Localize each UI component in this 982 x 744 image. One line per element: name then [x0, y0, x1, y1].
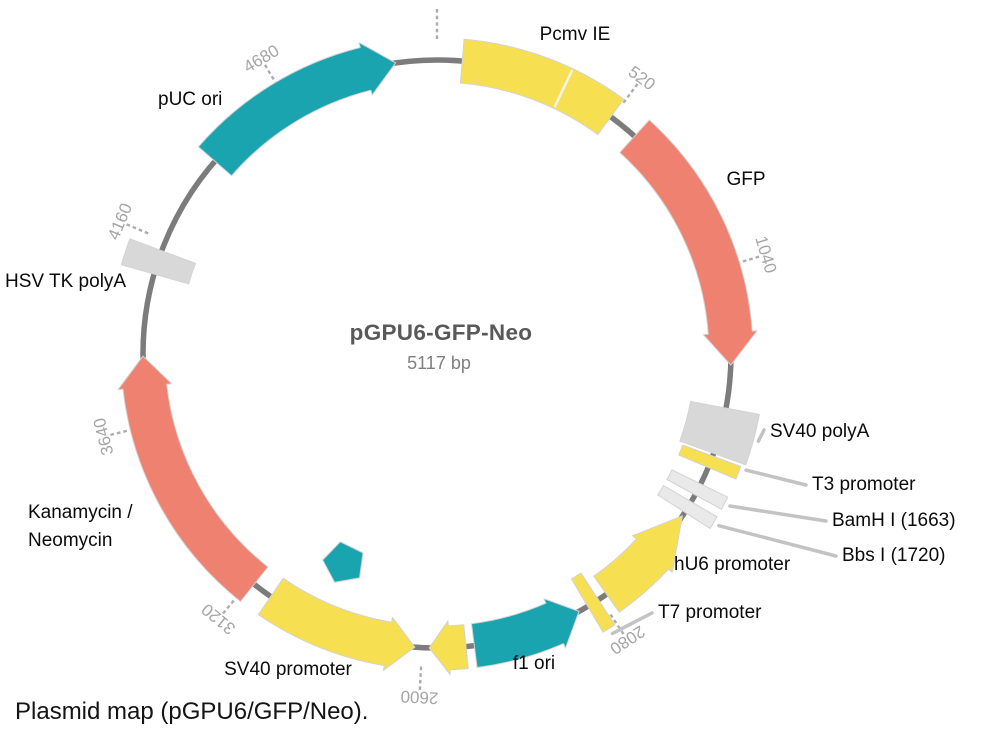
feature-hsv-tk-polya	[120, 238, 196, 285]
tick-label-2600: 2600	[400, 687, 439, 708]
feature-bamhi-site	[666, 469, 729, 510]
label-bbsi-site: Bbs I (1720)	[842, 545, 946, 566]
tick-label-520: 520	[625, 62, 659, 94]
tick-mark-2080	[609, 613, 625, 636]
figure-caption: Plasmid map (pGPU6/GFP/Neo).	[15, 698, 369, 725]
label-f1-ori: f1 ori	[513, 653, 555, 674]
tick-label-3120: 3120	[198, 600, 239, 639]
callout-bbsi-site	[717, 523, 838, 558]
tick-label-3640: 3640	[90, 416, 118, 457]
feature-f1-ori	[471, 598, 580, 668]
label-kanamycin-neomycin: Kanamycin / Neomycin	[28, 502, 133, 551]
feature-sv40-polya	[679, 401, 760, 466]
label-t7-promoter: T7 promoter	[658, 602, 762, 623]
callout-t3-promoter	[744, 468, 808, 487]
plasmid-size: 5117 bp	[407, 353, 471, 373]
label-puc-ori: pUC ori	[158, 89, 222, 110]
feature-sv40-promoter	[257, 577, 416, 671]
feature-bbsi-site	[657, 485, 718, 529]
features-layer	[117, 38, 760, 676]
tick-mark-520	[622, 82, 639, 104]
plasmid-title: pGPU6-GFP-Neo	[350, 320, 533, 345]
tick-label-4160: 4160	[104, 200, 136, 242]
feature-gfp	[619, 119, 758, 366]
feature-labels-layer: Pcmv IE GFP SV40 polyA T3 promoter BamH I (1…	[5, 24, 956, 680]
callout-t7-promoter	[610, 611, 654, 636]
decor-layer	[322, 541, 364, 583]
feature-divider-pcmv-ie	[553, 69, 574, 108]
label-hsv-tk-polya: HSV TK polyA	[5, 271, 126, 292]
feature-hu6-promoter	[593, 515, 683, 613]
tick-label-4680: 4680	[240, 41, 282, 77]
feature-t7-promoter	[570, 572, 616, 633]
tick-mark-4160	[125, 222, 149, 235]
label-gfp: GFP	[726, 169, 765, 190]
feature-puc-ori	[197, 42, 397, 177]
label-sv40-polya: SV40 polyA	[770, 421, 870, 442]
tick-marks-layer	[109, 9, 760, 691]
callout-lines-layer	[610, 428, 838, 636]
pentagon-marker	[322, 541, 364, 583]
label-t3-promoter: T3 promoter	[812, 474, 916, 495]
callout-sv40-polya	[756, 428, 766, 443]
tick-mark-2600	[418, 666, 423, 691]
label-bamhi-site: BamH I (1663)	[832, 510, 956, 531]
label-pcmv-ie: Pcmv IE	[540, 24, 611, 45]
callout-bamhi-site	[728, 504, 828, 523]
feature-t3-promoter	[678, 444, 742, 480]
feature-sv40-fragment	[428, 620, 469, 676]
tick-mark-3120	[221, 594, 239, 615]
tick-mark-4680	[263, 63, 279, 86]
label-sv40-promoter: SV40 promoter	[224, 659, 352, 680]
feature-pcmv-ie	[459, 38, 625, 136]
tick-label-1040: 1040	[751, 234, 780, 276]
tick-mark-1040	[736, 255, 760, 265]
label-hu6-promoter: hU6 promoter	[674, 554, 791, 575]
tick-mark-3640	[109, 428, 134, 437]
feature-kanamycin-neomycin	[117, 355, 269, 602]
